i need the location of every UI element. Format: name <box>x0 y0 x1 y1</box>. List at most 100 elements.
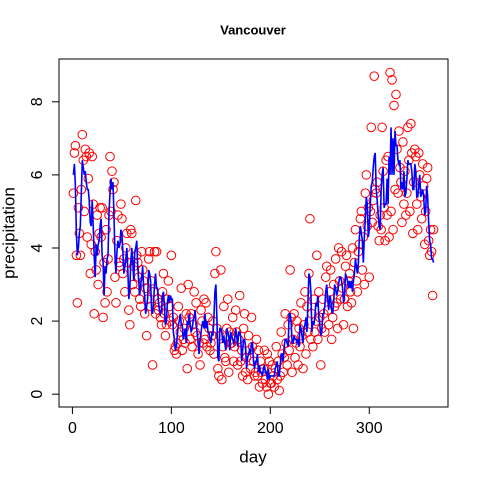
data-point <box>160 330 171 341</box>
data-point <box>140 283 151 293</box>
data-point <box>125 319 135 330</box>
x-tick-label: 100 <box>158 420 185 437</box>
data-point <box>416 213 427 224</box>
data-point <box>116 199 126 209</box>
data-point <box>313 334 323 345</box>
data-point <box>144 246 155 257</box>
x-tick-label: 0 <box>68 420 77 437</box>
plot-frame <box>58 58 449 408</box>
data-point <box>315 360 326 370</box>
data-point <box>109 177 119 187</box>
data-point <box>232 360 243 370</box>
data-point <box>312 250 322 261</box>
data-point <box>214 371 224 381</box>
data-point <box>301 349 311 359</box>
data-point <box>220 356 231 367</box>
data-point <box>403 122 413 133</box>
data-point <box>70 140 81 151</box>
data-point <box>259 345 270 356</box>
data-point <box>298 363 308 374</box>
data-point <box>82 232 93 242</box>
data-point <box>285 265 295 275</box>
data-point <box>68 188 79 198</box>
data-point <box>406 118 416 129</box>
chart-title: Vancouver <box>220 22 286 37</box>
data-point <box>195 360 205 370</box>
data-point <box>326 334 337 345</box>
data-point <box>391 89 401 100</box>
data-point <box>271 341 282 352</box>
data-point <box>287 367 297 378</box>
data-point <box>234 290 245 301</box>
data-point <box>413 148 424 158</box>
data-point <box>422 162 433 173</box>
data-point <box>243 330 254 341</box>
data-point <box>191 298 201 308</box>
data-point <box>412 224 423 235</box>
data-point <box>376 224 386 235</box>
data-point <box>223 367 234 378</box>
data-point <box>105 151 115 162</box>
data-point <box>314 287 324 297</box>
data-point <box>98 312 108 323</box>
data-point <box>338 319 349 330</box>
data-point <box>84 148 95 158</box>
data-point <box>333 243 344 253</box>
data-point <box>360 188 371 198</box>
data-point <box>183 279 193 290</box>
data-point <box>117 213 127 224</box>
data-point <box>386 206 396 217</box>
data-point <box>276 327 287 337</box>
data-point <box>203 312 213 323</box>
data-point <box>81 151 92 162</box>
data-point <box>220 352 230 363</box>
data-point <box>399 199 409 209</box>
data-point <box>196 305 206 315</box>
data-point <box>182 363 193 374</box>
data-point <box>330 254 341 264</box>
data-point <box>72 298 83 308</box>
data-point <box>387 75 397 85</box>
y-tick-label: 0 <box>29 390 46 399</box>
data-point <box>369 71 380 81</box>
data-point <box>77 129 88 140</box>
data-point <box>397 217 407 228</box>
data-point <box>377 122 387 133</box>
data-point <box>300 287 310 297</box>
data-point <box>384 232 394 242</box>
data-point <box>263 389 274 400</box>
data-point <box>348 323 359 334</box>
data-point <box>398 137 408 147</box>
data-point <box>390 184 400 195</box>
data-point <box>222 294 233 304</box>
y-tick-label: 4 <box>29 243 46 252</box>
data-point <box>253 345 264 356</box>
data-point <box>254 382 265 392</box>
x-tick-label: 300 <box>356 420 383 437</box>
y-axis-label: precipitation <box>0 187 18 279</box>
data-point <box>189 287 199 297</box>
data-point <box>102 287 112 297</box>
data-point <box>359 279 370 290</box>
data-point <box>425 224 436 235</box>
y-tick-label: 2 <box>29 317 46 326</box>
data-point <box>151 246 162 257</box>
data-point <box>282 360 292 370</box>
data-point <box>83 173 94 184</box>
data-point <box>262 349 273 359</box>
data-point <box>111 298 121 308</box>
data-point <box>272 374 283 385</box>
data-point <box>75 250 86 261</box>
data-point <box>410 151 421 162</box>
data-point <box>217 374 227 385</box>
data-point <box>87 151 98 162</box>
data-point <box>110 272 120 283</box>
data-point <box>284 345 294 356</box>
data-point <box>341 250 352 261</box>
x-tick-label: 200 <box>257 420 284 437</box>
data-point <box>421 173 432 184</box>
data-point <box>141 330 152 341</box>
